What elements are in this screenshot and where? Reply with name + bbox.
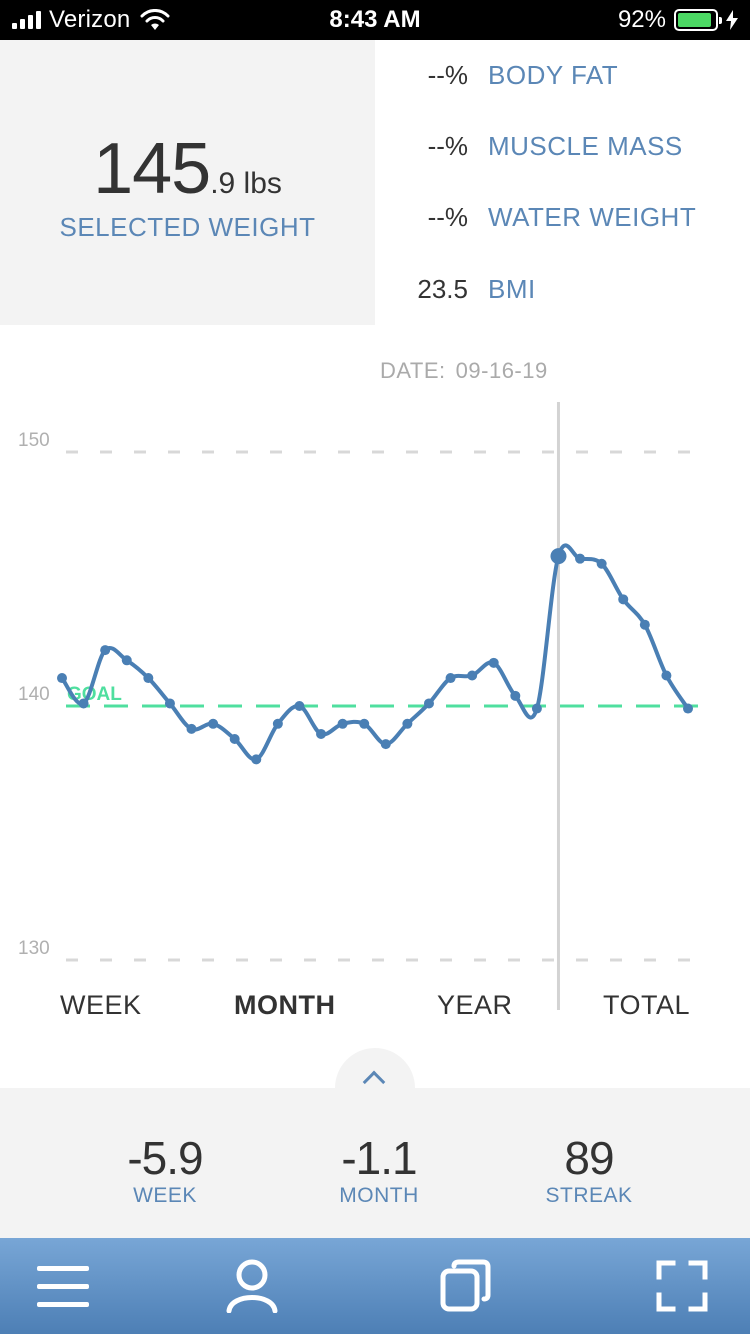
wifi-icon: [140, 9, 170, 30]
chart-date-value: 09-16-19: [455, 358, 548, 383]
data-point[interactable]: [510, 690, 521, 701]
chart-date-label: DATE:: [380, 358, 446, 383]
data-point[interactable]: [121, 655, 132, 666]
status-bar: Verizon 8:43 AM 92%: [0, 0, 750, 40]
summary-panel: -5.9 WEEK -1.1 MONTH 89 STREAK: [0, 1088, 750, 1238]
data-point[interactable]: [251, 754, 262, 765]
metric-name: BMI: [488, 274, 536, 304]
data-point[interactable]: [531, 703, 542, 714]
selected-data-point[interactable]: [550, 548, 567, 565]
selected-weight-label: SELECTED WEIGHT: [59, 212, 316, 242]
data-point[interactable]: [164, 698, 175, 709]
data-point[interactable]: [661, 670, 672, 681]
tab-month[interactable]: MONTH: [234, 990, 336, 1020]
stat-label: STREAK: [545, 1184, 633, 1207]
data-point[interactable]: [208, 718, 219, 729]
data-point[interactable]: [359, 718, 370, 729]
data-point[interactable]: [575, 553, 586, 564]
metric-muscle-mass: --% MUSCLE MASS: [375, 131, 750, 171]
chevron-up-icon: [362, 1070, 386, 1094]
copy-button[interactable]: [406, 1238, 526, 1334]
metric-water-weight: --% WATER WEIGHT: [375, 202, 750, 242]
carrier-name: Verizon: [49, 6, 131, 33]
expand-handle[interactable]: [335, 1048, 415, 1108]
stat-value: -5.9: [127, 1132, 203, 1184]
data-point[interactable]: [639, 619, 650, 630]
battery-percent: 92%: [617, 6, 666, 33]
metric-name: MUSCLE MASS: [488, 131, 683, 161]
signal-icon: [12, 11, 41, 29]
stat-week: -5.9 WEEK: [75, 1132, 255, 1208]
fullscreen-button[interactable]: [622, 1238, 742, 1334]
y-axis-ticks: 150 140 130: [18, 430, 50, 959]
stat-month: -1.1 MONTH: [289, 1132, 469, 1208]
selected-weight-value: 145.9 lbs: [0, 128, 375, 210]
stat-value: -1.1: [341, 1132, 417, 1184]
data-point[interactable]: [488, 657, 499, 668]
data-point[interactable]: [272, 718, 283, 729]
metric-value: --%: [427, 202, 468, 232]
tab-week[interactable]: WEEK: [60, 990, 142, 1020]
charging-bolt-icon: [726, 10, 738, 30]
data-point[interactable]: [445, 673, 456, 684]
y-tick-label: 130: [18, 938, 50, 959]
battery-fill: [678, 13, 712, 27]
data-point[interactable]: [78, 698, 89, 709]
tab-total[interactable]: TOTAL: [603, 990, 691, 1020]
stat-label: MONTH: [339, 1184, 419, 1207]
battery-icon: [674, 9, 722, 31]
data-point[interactable]: [683, 703, 693, 714]
metric-body-fat: --% BODY FAT: [375, 60, 750, 100]
bottom-nav: [0, 1238, 750, 1334]
data-point[interactable]: [467, 670, 478, 681]
data-point[interactable]: [596, 558, 607, 569]
data-point[interactable]: [186, 723, 197, 734]
metric-name: WATER WEIGHT: [488, 202, 697, 232]
data-point[interactable]: [423, 698, 434, 709]
metric-value: 23.5: [417, 274, 468, 304]
menu-button[interactable]: [3, 1238, 123, 1334]
y-tick-label: 140: [18, 684, 50, 705]
weight-points: [57, 548, 693, 765]
metric-name: BODY FAT: [488, 60, 619, 90]
data-point[interactable]: [57, 673, 67, 684]
chart-grid: [66, 450, 710, 962]
menu-icon: [37, 1266, 89, 1307]
status-left: Verizon: [12, 6, 170, 34]
data-point[interactable]: [143, 673, 154, 684]
stat-value: 89: [564, 1132, 614, 1184]
metric-bmi: 23.5 BMI: [375, 274, 750, 314]
status-right: 92%: [618, 6, 738, 34]
data-point[interactable]: [337, 718, 348, 729]
data-point[interactable]: [294, 701, 305, 711]
data-point[interactable]: [229, 734, 240, 745]
data-point[interactable]: [380, 739, 391, 750]
metric-value: --%: [427, 131, 468, 161]
weight-decimal: .9 lbs: [210, 167, 282, 200]
status-time: 8:43 AM: [329, 6, 421, 33]
data-point[interactable]: [100, 645, 111, 656]
data-point[interactable]: [618, 594, 629, 605]
weight-integer: 145: [93, 129, 211, 209]
data-point[interactable]: [402, 718, 413, 729]
data-point[interactable]: [316, 728, 327, 739]
stat-streak: 89 STREAK: [499, 1132, 679, 1208]
metric-value: --%: [427, 60, 468, 90]
profile-button[interactable]: [192, 1238, 312, 1334]
weight-line: [60, 543, 690, 762]
fullscreen-icon: [656, 1260, 708, 1312]
copy-icon: [440, 1259, 491, 1312]
profile-icon: [226, 1259, 278, 1313]
tab-year[interactable]: YEAR: [437, 990, 513, 1020]
chart-date: DATE: 09-16-19: [380, 358, 548, 384]
y-tick-label: 150: [18, 430, 50, 451]
stat-label: WEEK: [133, 1184, 197, 1207]
body-metrics: --% BODY FAT --% MUSCLE MASS --% WATER W…: [375, 40, 750, 325]
selected-weight-panel: 145.9 lbs SELECTED WEIGHT: [0, 40, 375, 325]
